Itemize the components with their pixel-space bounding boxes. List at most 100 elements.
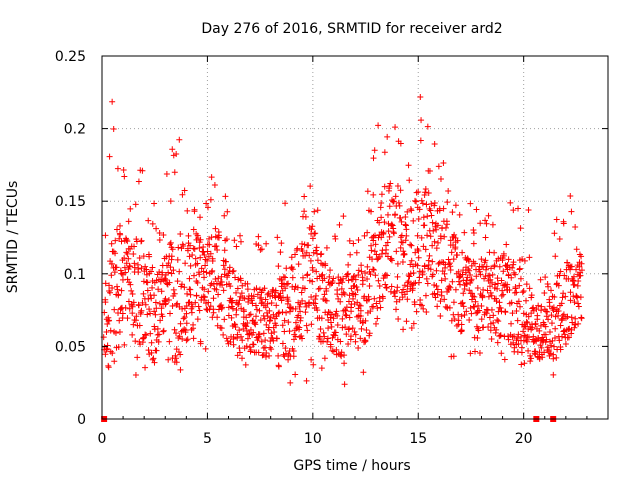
x-tick-label: 20 (515, 431, 533, 447)
data-point (520, 328, 527, 335)
data-point (548, 320, 555, 327)
data-point (461, 285, 468, 292)
data-point (135, 301, 142, 308)
data-point (116, 222, 123, 229)
data-point (544, 344, 551, 351)
data-point (424, 232, 431, 239)
data-point (339, 315, 346, 322)
data-point (145, 217, 152, 224)
data-point (339, 279, 346, 286)
data-point (386, 233, 393, 240)
data-point (289, 274, 296, 281)
y-tick-label: 0.2 (64, 122, 86, 138)
data-point (461, 229, 468, 236)
data-point (574, 294, 581, 301)
data-point (266, 307, 273, 314)
data-point (121, 264, 128, 271)
data-point (417, 93, 424, 100)
data-point (341, 381, 348, 388)
data-point (165, 269, 172, 276)
data-point (425, 189, 432, 196)
data-point (204, 248, 211, 255)
data-point (460, 267, 467, 274)
data-point (262, 296, 269, 303)
data-point (246, 344, 253, 351)
data-point (534, 316, 541, 323)
data-point (154, 331, 161, 338)
data-point (358, 262, 365, 269)
data-point (153, 347, 160, 354)
data-point (517, 303, 524, 310)
data-point (130, 250, 137, 257)
data-point (327, 267, 334, 274)
data-point (146, 306, 153, 313)
data-point (155, 338, 162, 345)
y-axis-label: SRMTID / TECUs (5, 181, 21, 294)
data-point (535, 335, 542, 342)
data-point (578, 267, 585, 274)
data-point (171, 326, 178, 333)
data-point (384, 253, 391, 260)
data-point (441, 296, 448, 303)
data-point (408, 325, 415, 332)
data-point (344, 271, 351, 278)
data-point (148, 268, 155, 275)
data-point (337, 338, 344, 345)
data-point (237, 238, 244, 245)
data-point (488, 335, 495, 342)
data-point (353, 249, 360, 256)
data-point (557, 268, 564, 275)
data-point (366, 282, 373, 289)
data-point (177, 231, 184, 238)
data-point (341, 352, 348, 359)
data-point (404, 296, 411, 303)
data-point (482, 257, 489, 264)
data-point (350, 295, 357, 302)
data-point (367, 308, 374, 315)
data-point (299, 274, 306, 281)
data-point (437, 312, 444, 319)
data-point (175, 348, 182, 355)
data-point (173, 359, 180, 366)
data-point (266, 318, 273, 325)
data-point (131, 243, 138, 250)
data-point (129, 291, 136, 298)
data-point (345, 270, 352, 277)
data-point (181, 314, 188, 321)
data-point (268, 346, 275, 353)
data-point (206, 241, 213, 248)
data-point (208, 234, 215, 241)
data-point (144, 279, 151, 286)
data-point (148, 339, 155, 346)
data-point (325, 279, 332, 286)
data-point (394, 183, 401, 190)
data-point (119, 310, 126, 317)
data-point (239, 282, 246, 289)
data-point (383, 246, 390, 253)
data-point (526, 285, 533, 292)
data-point (487, 276, 494, 283)
data-point (309, 278, 316, 285)
data-point (275, 310, 282, 317)
data-point (115, 309, 122, 316)
data-point (130, 299, 137, 306)
data-point (428, 212, 435, 219)
data-point (406, 273, 413, 280)
data-point (549, 337, 556, 344)
data-point (309, 223, 316, 230)
data-point (166, 279, 173, 286)
data-point (109, 350, 116, 357)
data-point (572, 224, 579, 231)
data-point (578, 314, 585, 321)
data-point (104, 321, 111, 328)
data-point (111, 306, 118, 313)
data-point (524, 319, 531, 326)
data-point (167, 198, 174, 205)
data-point (571, 281, 578, 288)
data-point (315, 285, 322, 292)
data-point (550, 371, 557, 378)
data-point (113, 226, 120, 233)
data-point (183, 303, 190, 310)
data-point (136, 322, 143, 329)
data-point (494, 280, 501, 287)
